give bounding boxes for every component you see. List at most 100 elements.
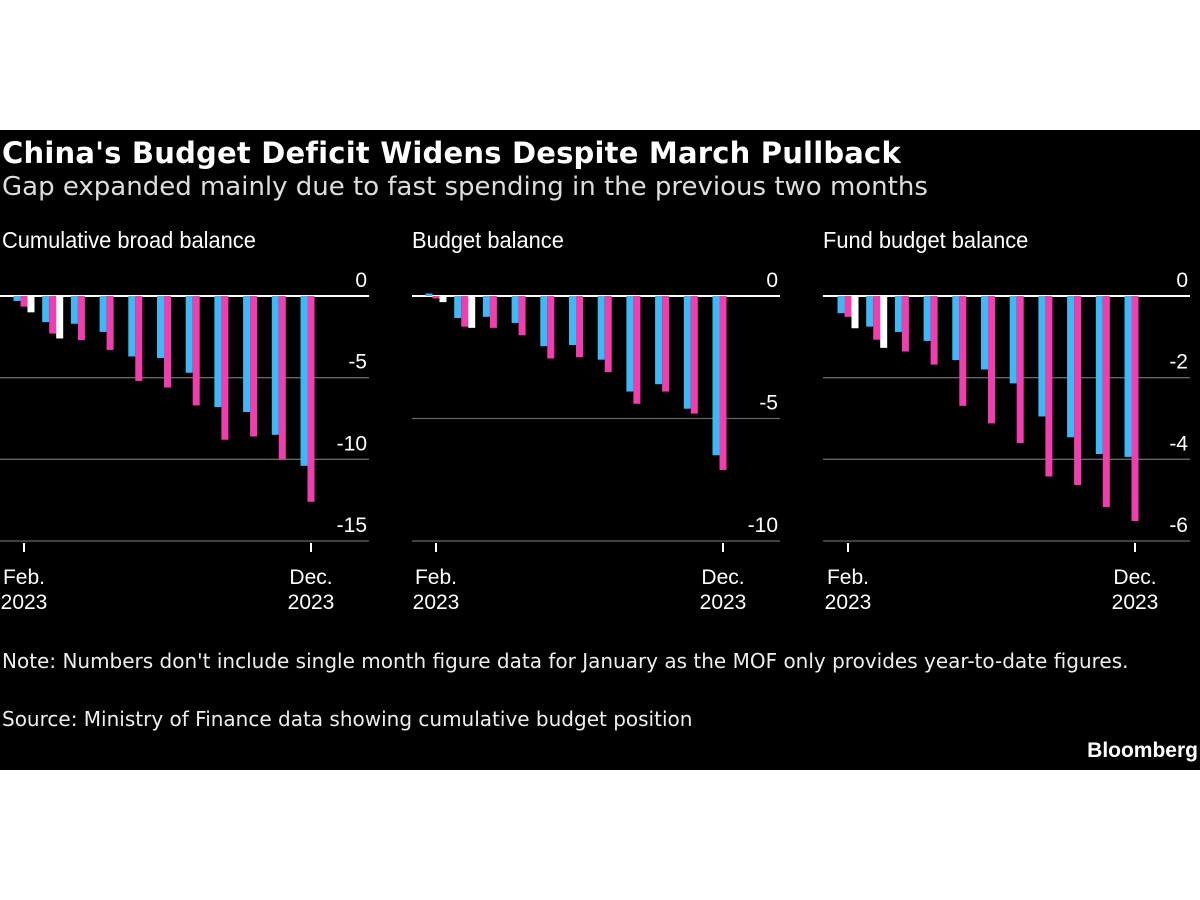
x-tick-label: Dec. bbox=[701, 566, 744, 589]
bar bbox=[1102, 296, 1110, 508]
bar bbox=[56, 296, 64, 339]
bar bbox=[923, 296, 931, 341]
x-tick-label: 2023 bbox=[413, 591, 460, 614]
bar bbox=[300, 296, 308, 466]
x-tick-label: Dec. bbox=[289, 566, 332, 589]
bar bbox=[1131, 296, 1139, 521]
bar bbox=[77, 296, 85, 341]
bar bbox=[468, 296, 476, 328]
bar bbox=[959, 296, 967, 406]
bar bbox=[461, 296, 469, 327]
bar bbox=[1074, 296, 1082, 486]
bar bbox=[1067, 296, 1075, 438]
bar bbox=[164, 296, 171, 388]
y-tick-label: -4 bbox=[1169, 432, 1188, 455]
bar bbox=[1124, 296, 1132, 457]
x-tick-label: Feb. bbox=[415, 566, 457, 589]
bar bbox=[243, 296, 251, 412]
bar bbox=[604, 296, 612, 372]
y-tick-label: -5 bbox=[348, 351, 367, 374]
bar bbox=[988, 296, 995, 424]
bar bbox=[489, 296, 497, 328]
bar bbox=[13, 296, 21, 301]
bar bbox=[1095, 296, 1103, 455]
chart-card: China's Budget Deficit Widens Despite Ma… bbox=[0, 130, 1200, 770]
bar bbox=[271, 296, 279, 435]
bar bbox=[981, 296, 988, 370]
bar bbox=[221, 296, 229, 440]
x-tick-label: Feb. bbox=[3, 566, 45, 589]
bar bbox=[1009, 296, 1017, 384]
bar bbox=[106, 296, 114, 350]
bar bbox=[432, 296, 440, 299]
bar bbox=[439, 296, 447, 303]
bar bbox=[655, 296, 663, 385]
y-tick-label: -5 bbox=[759, 392, 778, 415]
bar bbox=[597, 296, 605, 360]
bar bbox=[894, 296, 902, 332]
bloomberg-logo: Bloomberg bbox=[1087, 739, 1198, 762]
y-tick-label: -10 bbox=[748, 514, 778, 537]
bar bbox=[278, 296, 286, 460]
bar bbox=[511, 296, 519, 323]
bar bbox=[70, 296, 78, 324]
bar bbox=[128, 296, 136, 357]
bar bbox=[49, 296, 57, 334]
bar bbox=[633, 296, 641, 404]
y-tick-label: -6 bbox=[1169, 514, 1188, 537]
x-tick-label: 2023 bbox=[1112, 591, 1159, 614]
bar bbox=[690, 296, 698, 414]
y-tick-label: 0 bbox=[355, 269, 367, 292]
bar bbox=[851, 296, 859, 329]
bar bbox=[901, 296, 909, 352]
bar bbox=[683, 296, 691, 409]
panel-title-fund: Fund budget balance bbox=[823, 227, 1029, 253]
bar bbox=[27, 296, 35, 313]
bar bbox=[99, 296, 107, 332]
y-tick-label: 0 bbox=[766, 269, 778, 292]
bar bbox=[157, 296, 164, 359]
chart-title: China's Budget Deficit Widens Despite Ma… bbox=[2, 136, 901, 170]
bar bbox=[952, 296, 960, 361]
bar bbox=[1016, 296, 1024, 443]
bar bbox=[547, 296, 555, 359]
chart-source: Source: Ministry of Finance data showing… bbox=[2, 707, 693, 731]
bar bbox=[880, 296, 888, 348]
bar bbox=[712, 296, 720, 456]
chart-subtitle: Gap expanded mainly due to fast spending… bbox=[2, 172, 928, 202]
bar bbox=[866, 296, 874, 327]
panel-title-budget: Budget balance bbox=[412, 227, 564, 253]
x-tick-label: 2023 bbox=[700, 591, 747, 614]
bar bbox=[837, 296, 845, 314]
bar bbox=[42, 296, 50, 323]
bar bbox=[930, 296, 938, 365]
bar bbox=[214, 296, 222, 408]
x-tick-label: 2023 bbox=[825, 591, 872, 614]
x-tick-label: 2023 bbox=[288, 591, 335, 614]
bar bbox=[425, 293, 433, 296]
bar bbox=[250, 296, 258, 437]
bar bbox=[719, 296, 727, 470]
bar bbox=[185, 296, 193, 373]
bar bbox=[576, 296, 583, 358]
y-tick-label: -15 bbox=[337, 514, 367, 537]
bar bbox=[873, 296, 881, 340]
x-tick-label: Feb. bbox=[827, 566, 869, 589]
y-tick-label: -10 bbox=[337, 432, 367, 455]
bar bbox=[662, 296, 670, 392]
bar bbox=[192, 296, 200, 406]
bar bbox=[1038, 296, 1046, 417]
x-tick-label: Dec. bbox=[1113, 566, 1156, 589]
bar bbox=[844, 296, 852, 317]
bar bbox=[569, 296, 576, 345]
bar bbox=[518, 296, 526, 336]
bar bbox=[540, 296, 548, 347]
panel-title-broad: Cumulative broad balance bbox=[2, 227, 256, 253]
chart-plots: 0-5-10-15Feb.2023Dec.20230-5-10Feb.2023D… bbox=[0, 269, 1190, 614]
x-tick-label: 2023 bbox=[1, 591, 48, 614]
chart-note: Note: Numbers don't include single month… bbox=[2, 649, 1129, 673]
bar bbox=[20, 296, 28, 307]
bar bbox=[307, 296, 315, 502]
bar bbox=[626, 296, 634, 392]
bar bbox=[454, 296, 462, 319]
